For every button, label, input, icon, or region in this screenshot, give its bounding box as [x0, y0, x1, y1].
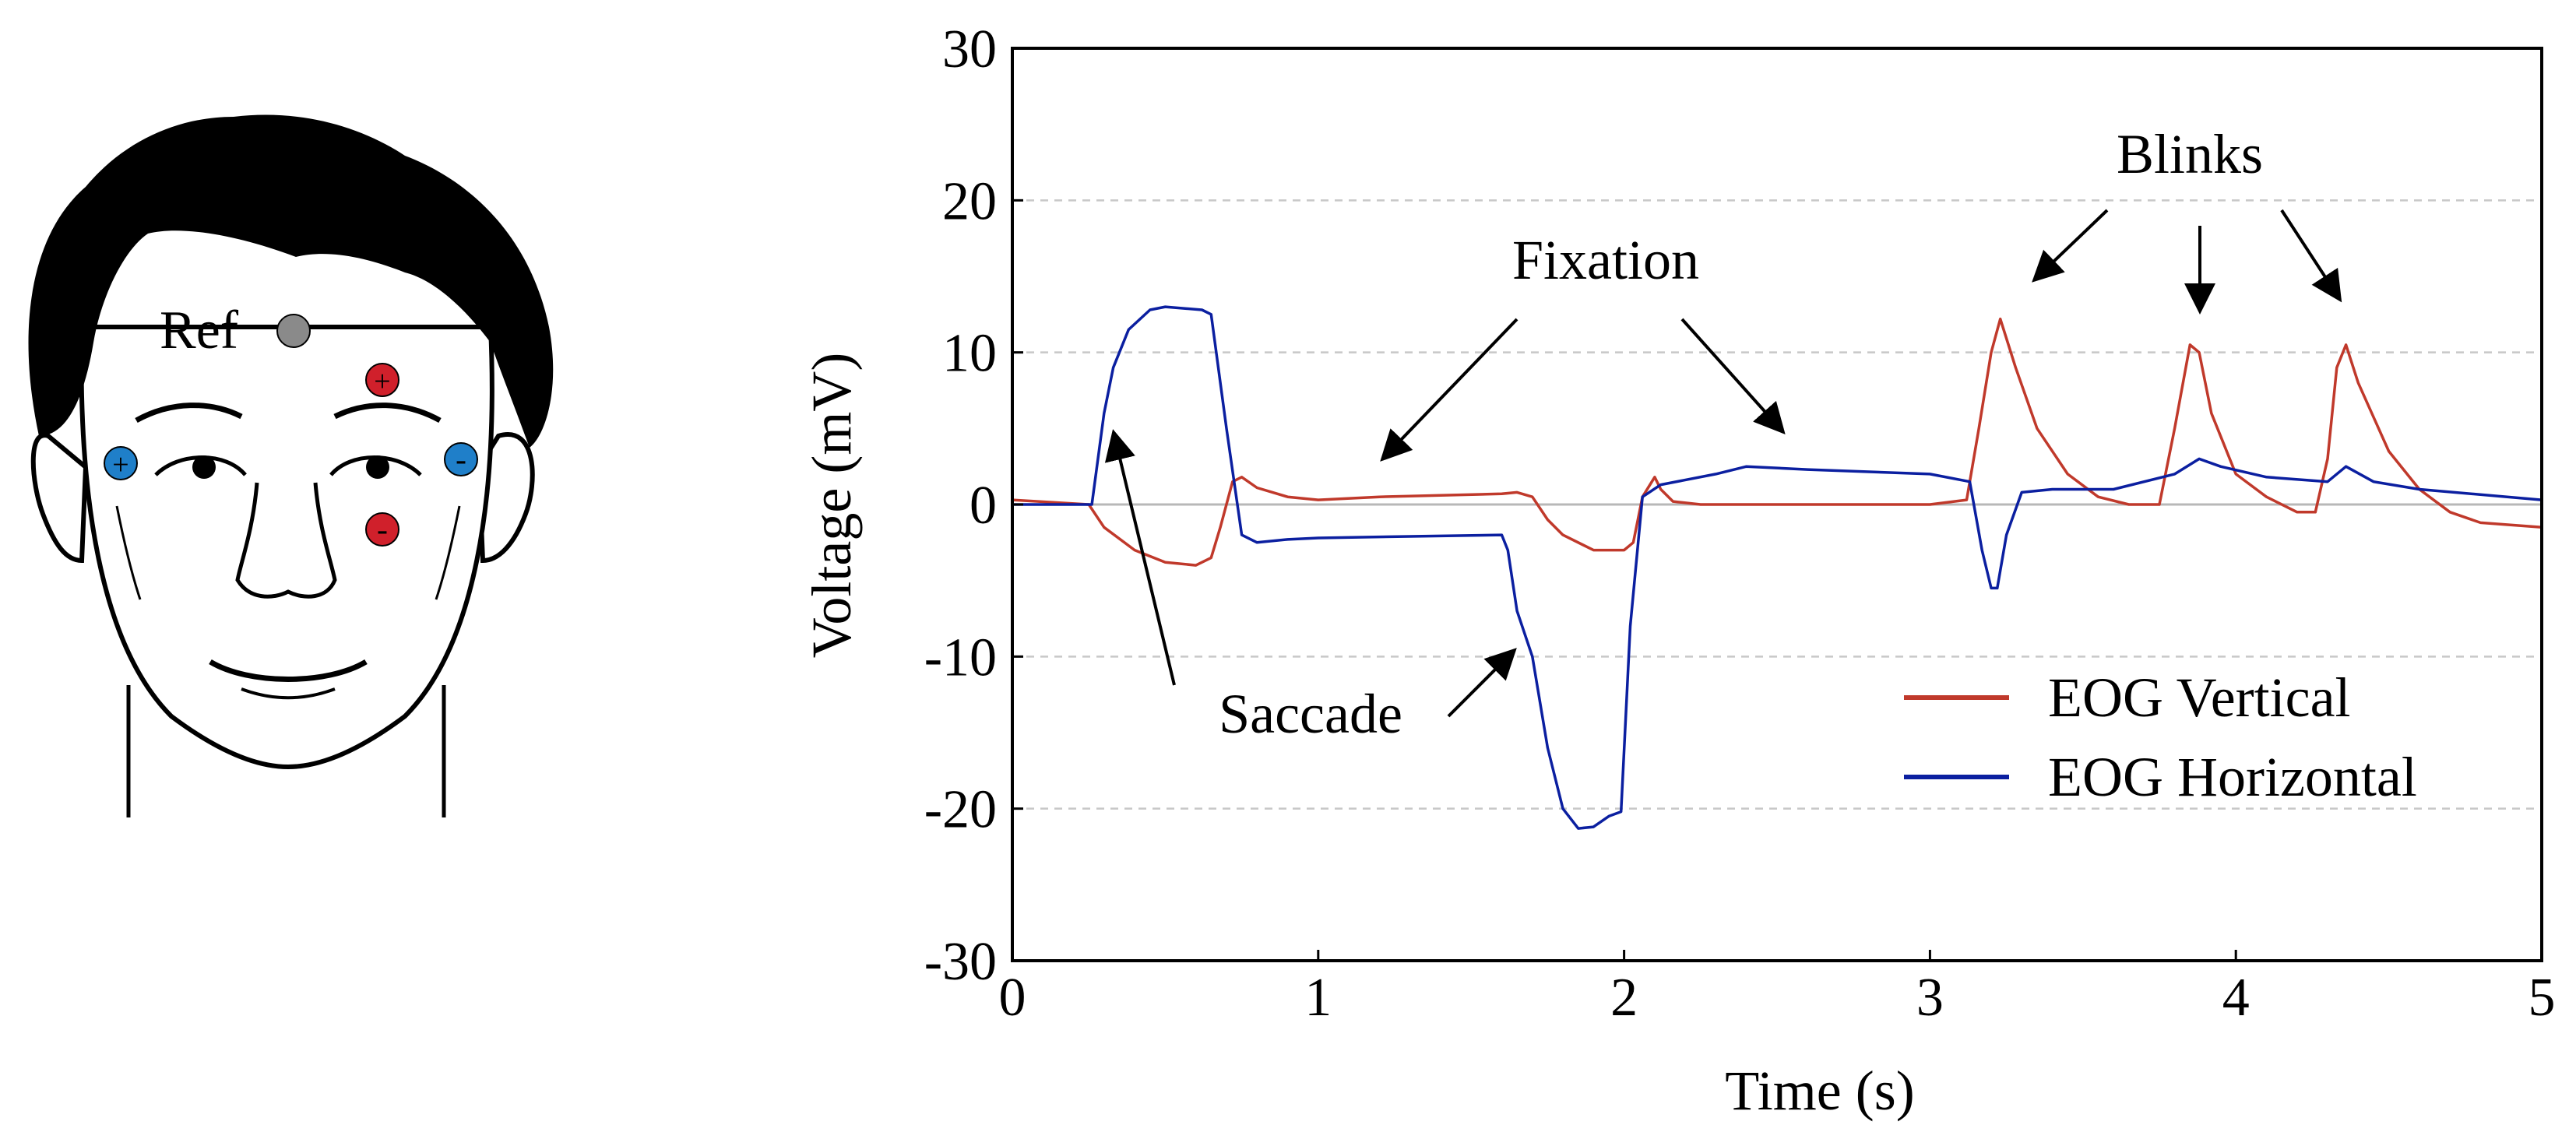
right-eyebrow: [333, 403, 442, 424]
right-ear: [476, 432, 535, 564]
ref-label: Ref: [160, 301, 239, 360]
y-tick-label: 0: [970, 476, 997, 536]
series-line-eog-vertical: [1012, 317, 2543, 567]
vertical-minus-electrode: [365, 512, 399, 547]
y-tick-label: 20: [942, 171, 997, 231]
legend: EOG Vertical EOG Horizontal: [1904, 666, 2417, 808]
right-pupil: [366, 455, 389, 479]
annotation-blinks: Blinks: [2117, 123, 2263, 185]
left-eyebrow: [135, 403, 243, 424]
annotation-saccade: Saccade: [1219, 683, 1402, 745]
y-tick-label: -20: [924, 780, 997, 840]
annotation-fixation: Fixation: [1512, 229, 1699, 291]
left-ear: [30, 433, 89, 564]
legend-label-horizontal: EOG Horizontal: [2048, 746, 2417, 808]
horizontal-minus-sign: -: [456, 442, 466, 478]
x-axis-label: Time (s): [1725, 1060, 1914, 1122]
horizontal-plus-sign: +: [112, 448, 128, 481]
arrow-fixation-left: [1380, 318, 1519, 462]
horizontal-plus-electrode: [104, 446, 138, 480]
mouth: [209, 659, 368, 682]
arrow-blink-3: [2280, 209, 2342, 303]
x-tick-label: 4: [2222, 968, 2250, 1028]
nose: [235, 482, 337, 599]
y-tick-label: -30: [924, 932, 997, 992]
face-illustration: Ref + - + -: [28, 114, 554, 817]
right-cheek-line: [435, 505, 461, 600]
arrow-fixation-right: [1680, 318, 1786, 434]
vertical-plus-sign: +: [374, 365, 390, 398]
left-cheek-line: [115, 505, 142, 600]
neck: [126, 685, 446, 817]
arrow-saccade-right: [1447, 648, 1517, 718]
y-tick-label: 30: [942, 19, 997, 79]
left-pupil: [192, 455, 216, 479]
face-outline: [79, 325, 494, 770]
vertical-minus-sign: -: [377, 512, 388, 548]
y-tick-label: 10: [942, 324, 997, 384]
grid-lines: [1012, 199, 2542, 810]
horizontal-minus-electrode: [444, 442, 478, 476]
y-tick-label: -10: [924, 628, 997, 687]
vertical-plus-electrode: [365, 363, 399, 397]
series-line-eog-horizontal: [1012, 305, 2543, 830]
x-tick-label: 0: [999, 968, 1026, 1028]
x-tick-label: 5: [2528, 968, 2556, 1028]
arrow-saccade-left: [1104, 429, 1176, 686]
ref-electrode: [276, 314, 311, 348]
annotation-arrows: [1104, 209, 2342, 718]
series-lines: [1012, 305, 2543, 830]
legend-label-vertical: EOG Vertical: [2048, 666, 2351, 729]
x-tick-label: 3: [1916, 968, 1944, 1028]
arrow-blink-1: [2032, 209, 2109, 283]
hair: [28, 114, 554, 448]
x-tick-label: 2: [1610, 968, 1638, 1028]
lower-lip: [241, 687, 336, 700]
y-axis-label: Voltage (mV): [801, 353, 863, 659]
x-tick-label: 1: [1304, 968, 1332, 1028]
